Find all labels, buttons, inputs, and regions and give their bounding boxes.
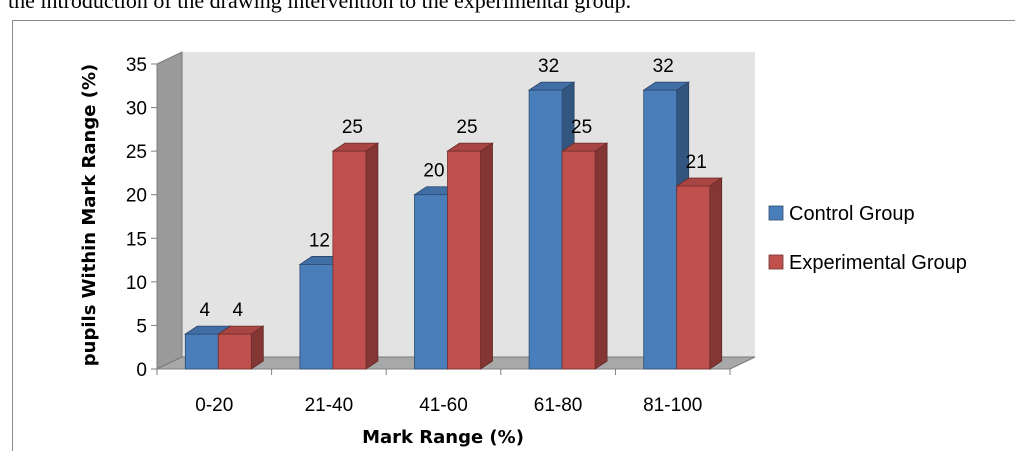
data-label: 32 (538, 56, 559, 77)
y-tick-label: 30 (126, 99, 147, 120)
data-label: 4 (233, 300, 244, 321)
data-label: 21 (686, 152, 707, 173)
bar-front (299, 264, 334, 370)
legend: Control Group Experimental Group (768, 203, 967, 274)
x-tick-label: 41-60 (419, 395, 468, 416)
legend-label: Control Group (789, 203, 915, 225)
legend-swatch (768, 254, 784, 270)
data-label: 25 (571, 117, 592, 138)
bar-experimental-21-40 (331, 142, 380, 370)
bar-front (332, 150, 367, 370)
bar-front (447, 150, 481, 370)
y-axis: 0 5 10 15 20 25 30 35 (126, 55, 158, 381)
chart-frame (12, 20, 1015, 451)
x-tick-label: 21-40 (305, 395, 354, 416)
data-labels: 4 4 12 25 20 25 32 25 32 21 (200, 56, 707, 321)
y-tick-label: 25 (126, 142, 147, 163)
y-tick-label: 20 (126, 186, 147, 207)
x-tick-label: 81-100 (643, 395, 702, 416)
bar-experimental-81-100 (675, 177, 724, 370)
y-tick-label: 15 (126, 229, 147, 250)
data-label: 20 (423, 161, 444, 182)
data-label: 25 (342, 117, 363, 138)
y-tick-label: 5 (136, 316, 147, 337)
bar-side (594, 142, 608, 370)
x-axis: 0-20 21-40 41-60 61-80 81-100 (156, 368, 731, 416)
figure-caption: the introduction of the drawing interven… (8, 0, 632, 13)
side-wall (156, 51, 183, 370)
bar-front (528, 89, 563, 370)
bars (183, 81, 724, 370)
x-axis-title: Mark Range (%) (362, 427, 524, 448)
bar-experimental-41-60 (446, 142, 494, 370)
bar-front (676, 185, 711, 370)
data-label: 32 (653, 56, 674, 77)
bar-experimental-61-80 (560, 142, 609, 370)
bar-side (365, 142, 379, 370)
bar-front (561, 150, 596, 370)
data-label: 4 (200, 300, 211, 321)
bar-side (480, 142, 493, 370)
y-axis-title: pupils Within Mark Range (%) (79, 64, 100, 366)
bar-experimental-0-20 (216, 325, 265, 370)
bar-front (217, 333, 252, 370)
y-tick-label: 35 (126, 55, 147, 76)
bar-front (643, 89, 678, 370)
legend-swatch (768, 205, 784, 221)
data-label: 25 (456, 117, 477, 138)
y-tick-label: 10 (126, 273, 147, 294)
bar-front (184, 333, 219, 370)
bar-front (414, 194, 448, 370)
y-tick-label: 0 (136, 360, 147, 381)
bar-side (709, 177, 723, 370)
x-tick-label: 61-80 (534, 395, 583, 416)
data-label: 12 (309, 230, 330, 251)
x-tick-label: 0-20 (195, 395, 233, 416)
legend-label: Experimental Group (789, 252, 967, 274)
